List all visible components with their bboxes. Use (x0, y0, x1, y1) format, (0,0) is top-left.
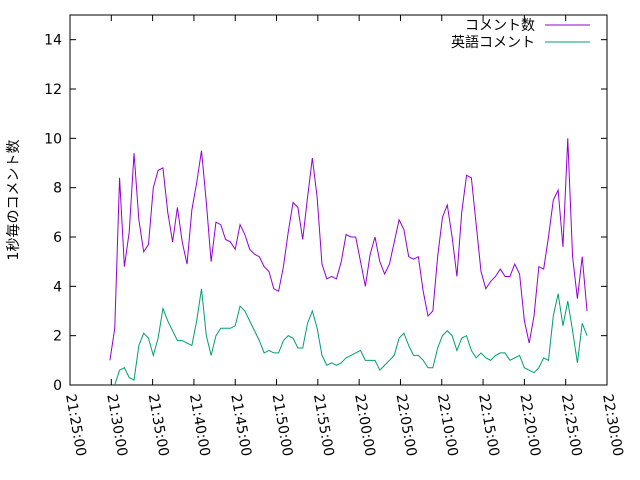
y-tick-label: 0 (53, 378, 62, 394)
y-tick-label: 6 (53, 230, 62, 246)
plot-border (69, 14, 608, 386)
series-line (109, 138, 588, 361)
x-tick-label: 22:10:00 (434, 393, 461, 458)
y-tick-label: 8 (53, 181, 62, 197)
x-tick-label: 22:25:00 (558, 393, 585, 458)
legend-label: 英語コメント (451, 34, 535, 51)
x-tick-label: 21:55:00 (310, 393, 337, 458)
y-tick-label: 10 (44, 131, 62, 147)
x-tick-label: 21:50:00 (269, 393, 296, 458)
y-tick-label: 14 (44, 33, 62, 49)
x-tick-label: 21:30:00 (103, 393, 130, 458)
x-tick-label: 21:35:00 (145, 393, 172, 458)
x-tick-label: 22:30:00 (599, 393, 626, 458)
x-tick-label: 22:20:00 (516, 393, 543, 458)
y-tick-label: 4 (53, 279, 62, 295)
x-tick-label: 22:05:00 (393, 393, 420, 458)
x-tick-label: 21:25:00 (62, 393, 89, 458)
legend-label: コメント数 (465, 18, 535, 34)
x-tick-label: 21:45:00 (227, 393, 254, 458)
y-axis-label: 1秒毎のコメント数 (6, 140, 22, 261)
series-line (114, 288, 588, 386)
x-tick-label: 22:15:00 (475, 393, 502, 458)
y-tick-label: 2 (53, 329, 62, 345)
x-tick-label: 21:40:00 (186, 393, 213, 458)
y-tick-label: 12 (44, 82, 62, 98)
x-tick-label: 22:00:00 (351, 393, 378, 458)
